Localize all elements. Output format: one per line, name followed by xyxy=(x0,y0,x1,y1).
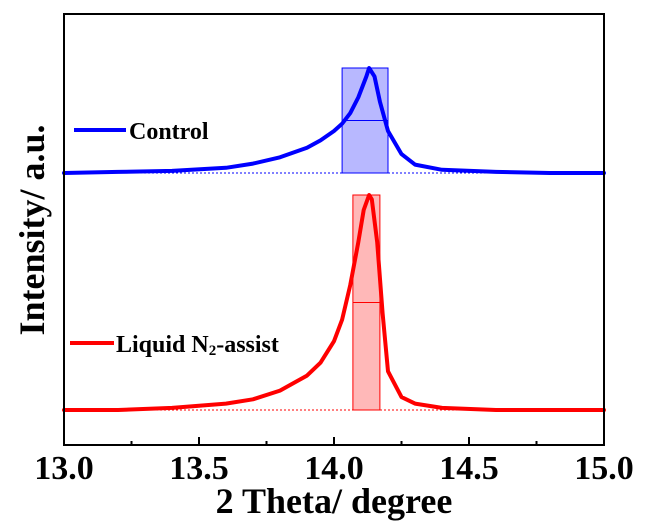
axis-frame xyxy=(63,13,605,446)
legend-liquid-n2: Liquid N2-assist xyxy=(70,332,279,359)
x-tick-label: 14.5 xyxy=(439,450,499,487)
x-tick-label: 14.0 xyxy=(304,450,364,487)
x-tick-label: 13.5 xyxy=(169,450,229,487)
x-tick-label: 13.0 xyxy=(34,450,94,487)
x-axis-title: 2 Theta/ degree xyxy=(216,481,453,521)
legend-label-liquid-n2: Liquid N2-assist xyxy=(116,332,279,359)
y-axis-title: Intensity/ a.u. xyxy=(12,124,52,335)
series-control xyxy=(62,66,606,175)
x-tick-label: 15.0 xyxy=(574,450,634,487)
legend-control: Control xyxy=(74,119,209,145)
series-liquid-n2 xyxy=(62,193,606,412)
plot-area xyxy=(62,66,606,412)
x-axis: 13.0 13.5 14.0 14.5 15.0 xyxy=(34,437,634,487)
legend-label-control: Control xyxy=(129,119,209,145)
